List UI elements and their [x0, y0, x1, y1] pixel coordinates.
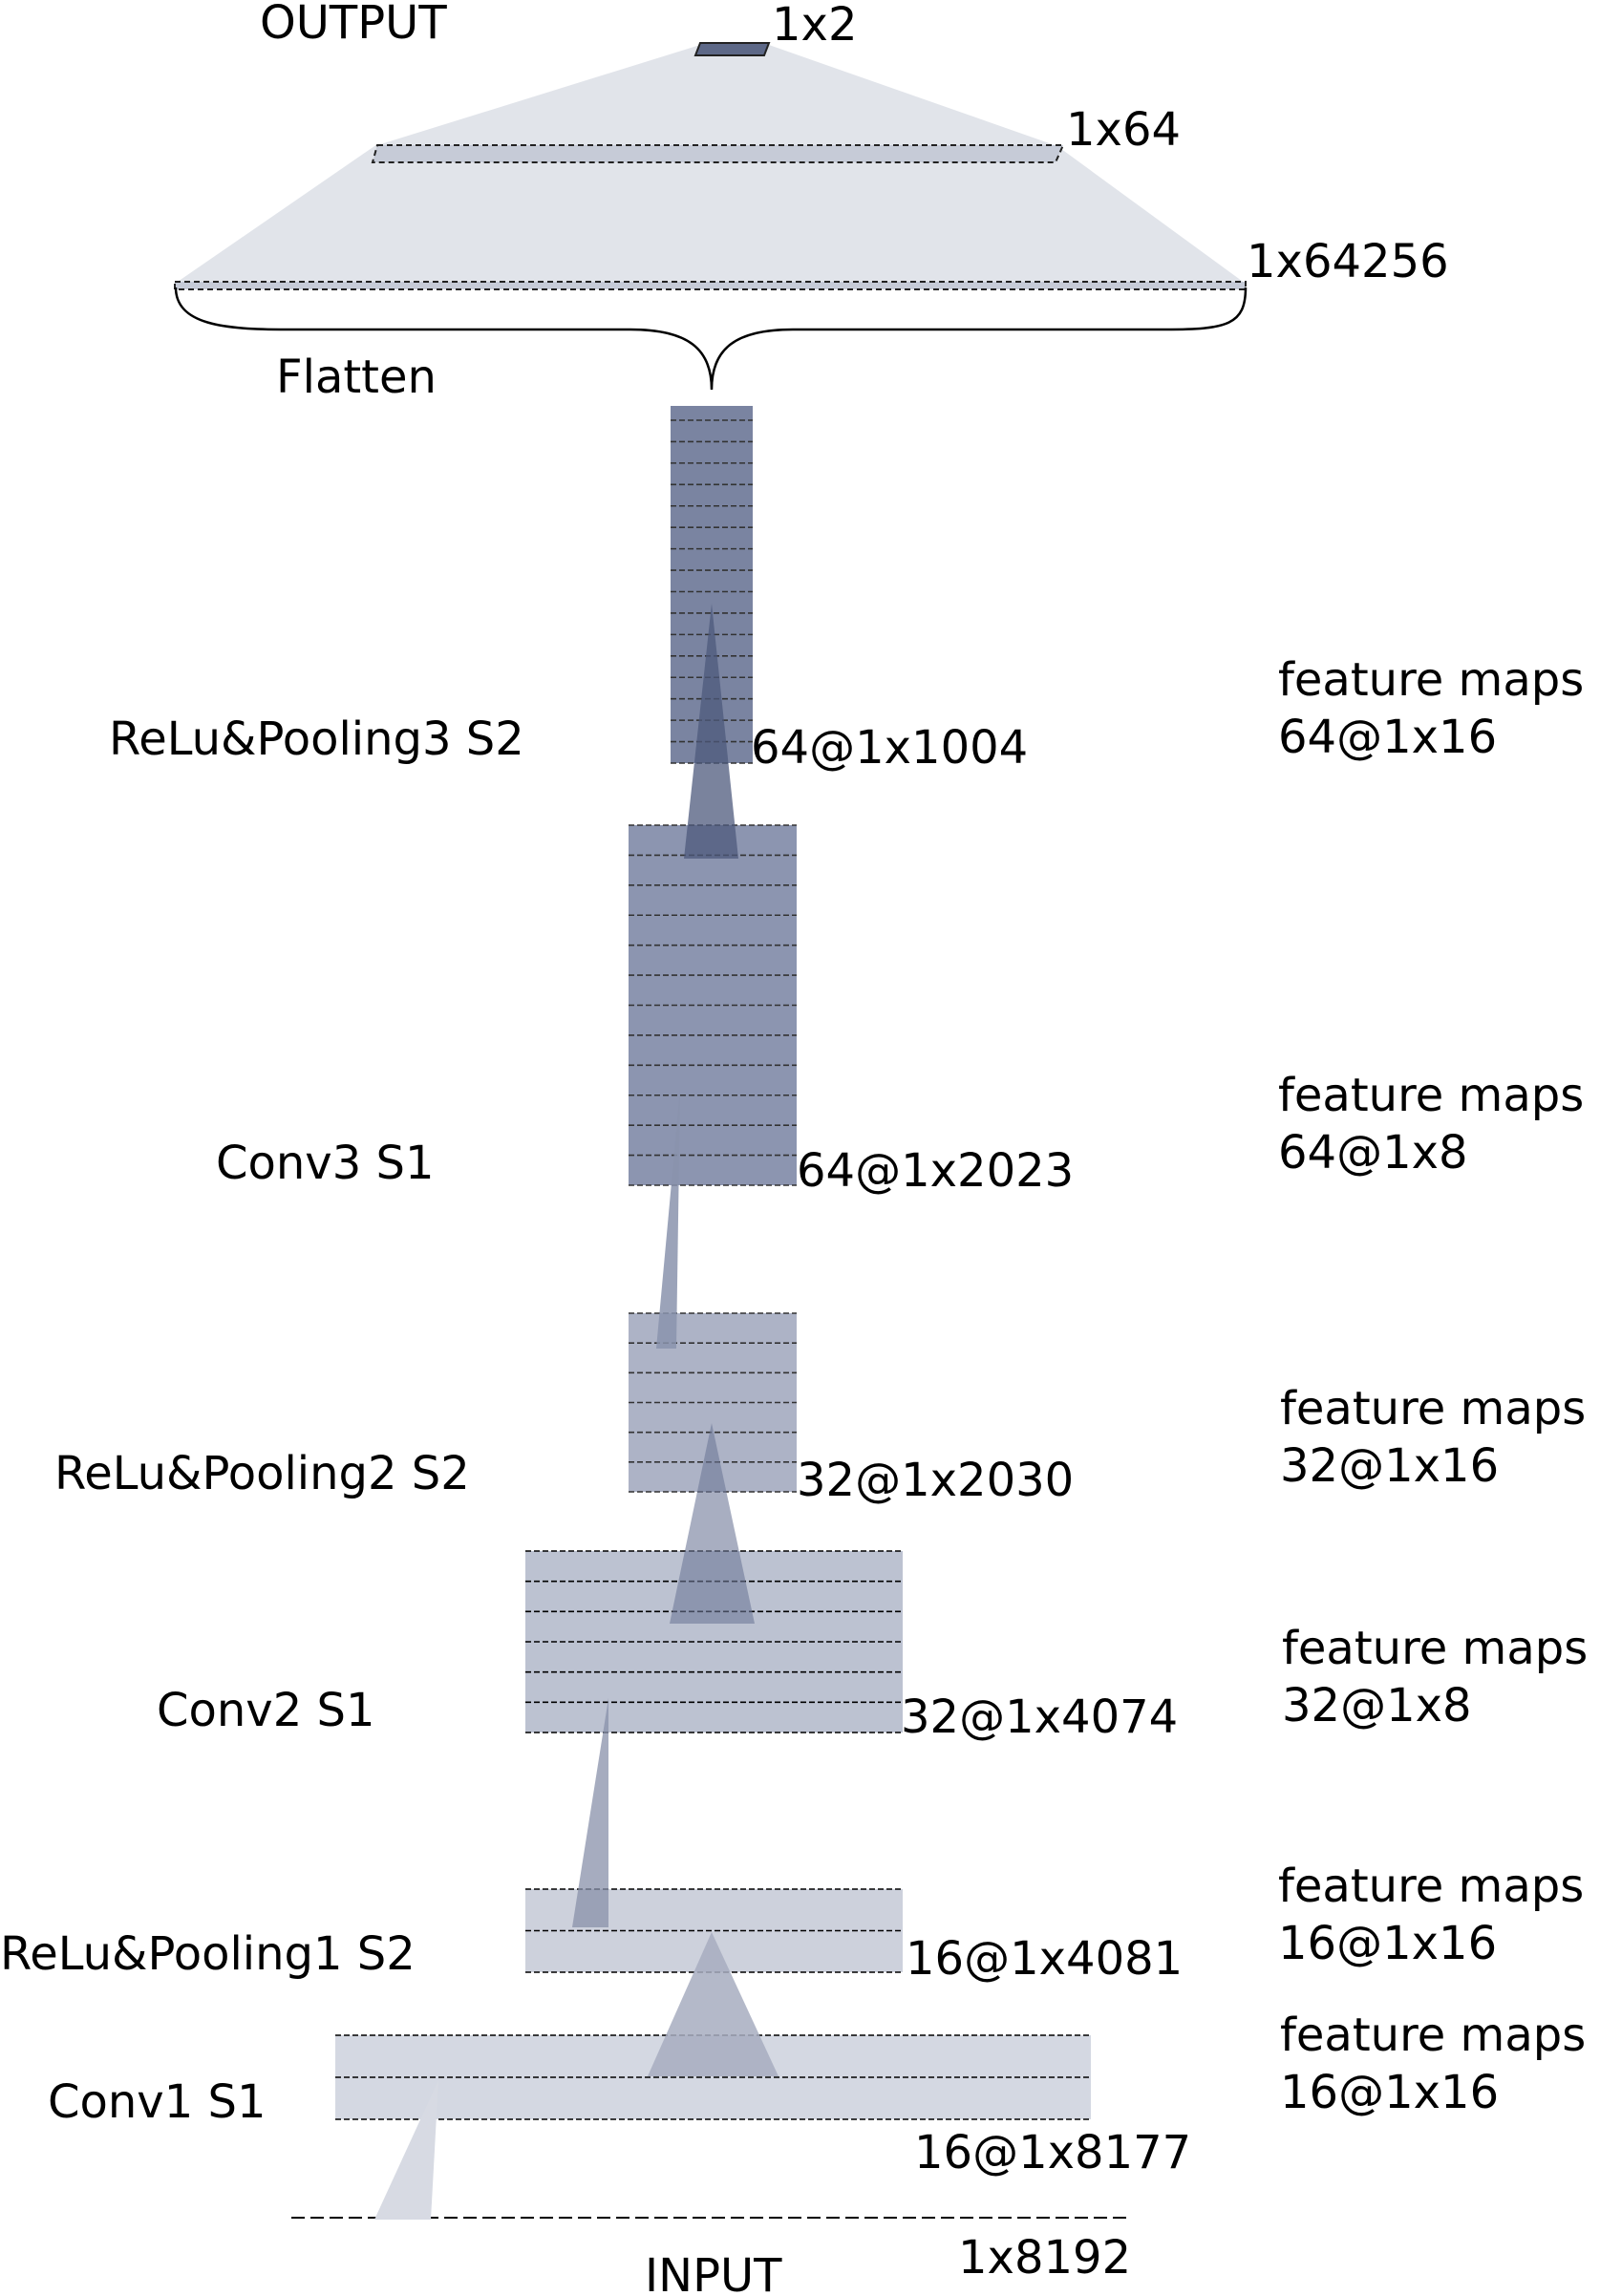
kernel-conv1 [374, 2080, 438, 2220]
block-dim-conv2: 32@1x4074 [901, 1690, 1178, 1744]
feature-maps-conv2: feature maps 32@1x8 [1282, 1622, 1600, 1733]
kernel-conv3 [656, 1089, 680, 1349]
block-dim-pool2: 32@1x2030 [797, 1454, 1074, 1507]
kernel-pool1 [648, 1932, 779, 2076]
flatten-vector [174, 281, 1247, 290]
dense-funnel [175, 45, 1246, 284]
output-label: OUTPUT [260, 0, 447, 50]
flatten-label: Flatten [276, 351, 437, 404]
feature-maps-pool3: feature maps 64@1x16 [1278, 653, 1598, 764]
kernel-conv2 [572, 1698, 608, 1927]
block-dim-conv3: 64@1x2023 [797, 1144, 1074, 1198]
feature-maps-pool2: feature maps 32@1x16 [1280, 1382, 1600, 1493]
kernel-pool2 [670, 1423, 755, 1624]
layer-label-pool2: ReLu&Pooling2 S2 [54, 1447, 470, 1500]
block-dim-pool3: 64@1x1004 [751, 721, 1028, 775]
layer-label-pool3: ReLu&Pooling3 S2 [109, 712, 524, 766]
layer-label-conv3: Conv3 S1 [216, 1137, 435, 1190]
layer-label-conv1: Conv1 S1 [48, 2075, 267, 2129]
flatten-dim: 1x64256 [1247, 235, 1449, 288]
dense-vector [371, 144, 1065, 163]
layer-label-conv2: Conv2 S1 [157, 1684, 375, 1737]
feature-maps-conv3: feature maps 64@1x8 [1278, 1069, 1598, 1180]
input-dim: 1x8192 [958, 2231, 1131, 2285]
output-dim: 1x2 [772, 0, 857, 52]
dense-dim: 1x64 [1066, 103, 1181, 157]
feature-maps-conv1: feature maps 16@1x16 [1280, 2009, 1600, 2119]
block-dim-pool1: 16@1x4081 [906, 1932, 1183, 1986]
input-label: INPUT [645, 2249, 782, 2296]
layer-label-pool1: ReLu&Pooling1 S2 [0, 1927, 416, 1981]
flatten-brace [174, 287, 1248, 391]
block-dim-conv1: 16@1x8177 [914, 2126, 1191, 2179]
feature-maps-pool1: feature maps 16@1x16 [1278, 1860, 1598, 1970]
output-vector [693, 42, 771, 56]
kernel-pool3 [684, 604, 738, 859]
block-conv3 [629, 824, 797, 1186]
